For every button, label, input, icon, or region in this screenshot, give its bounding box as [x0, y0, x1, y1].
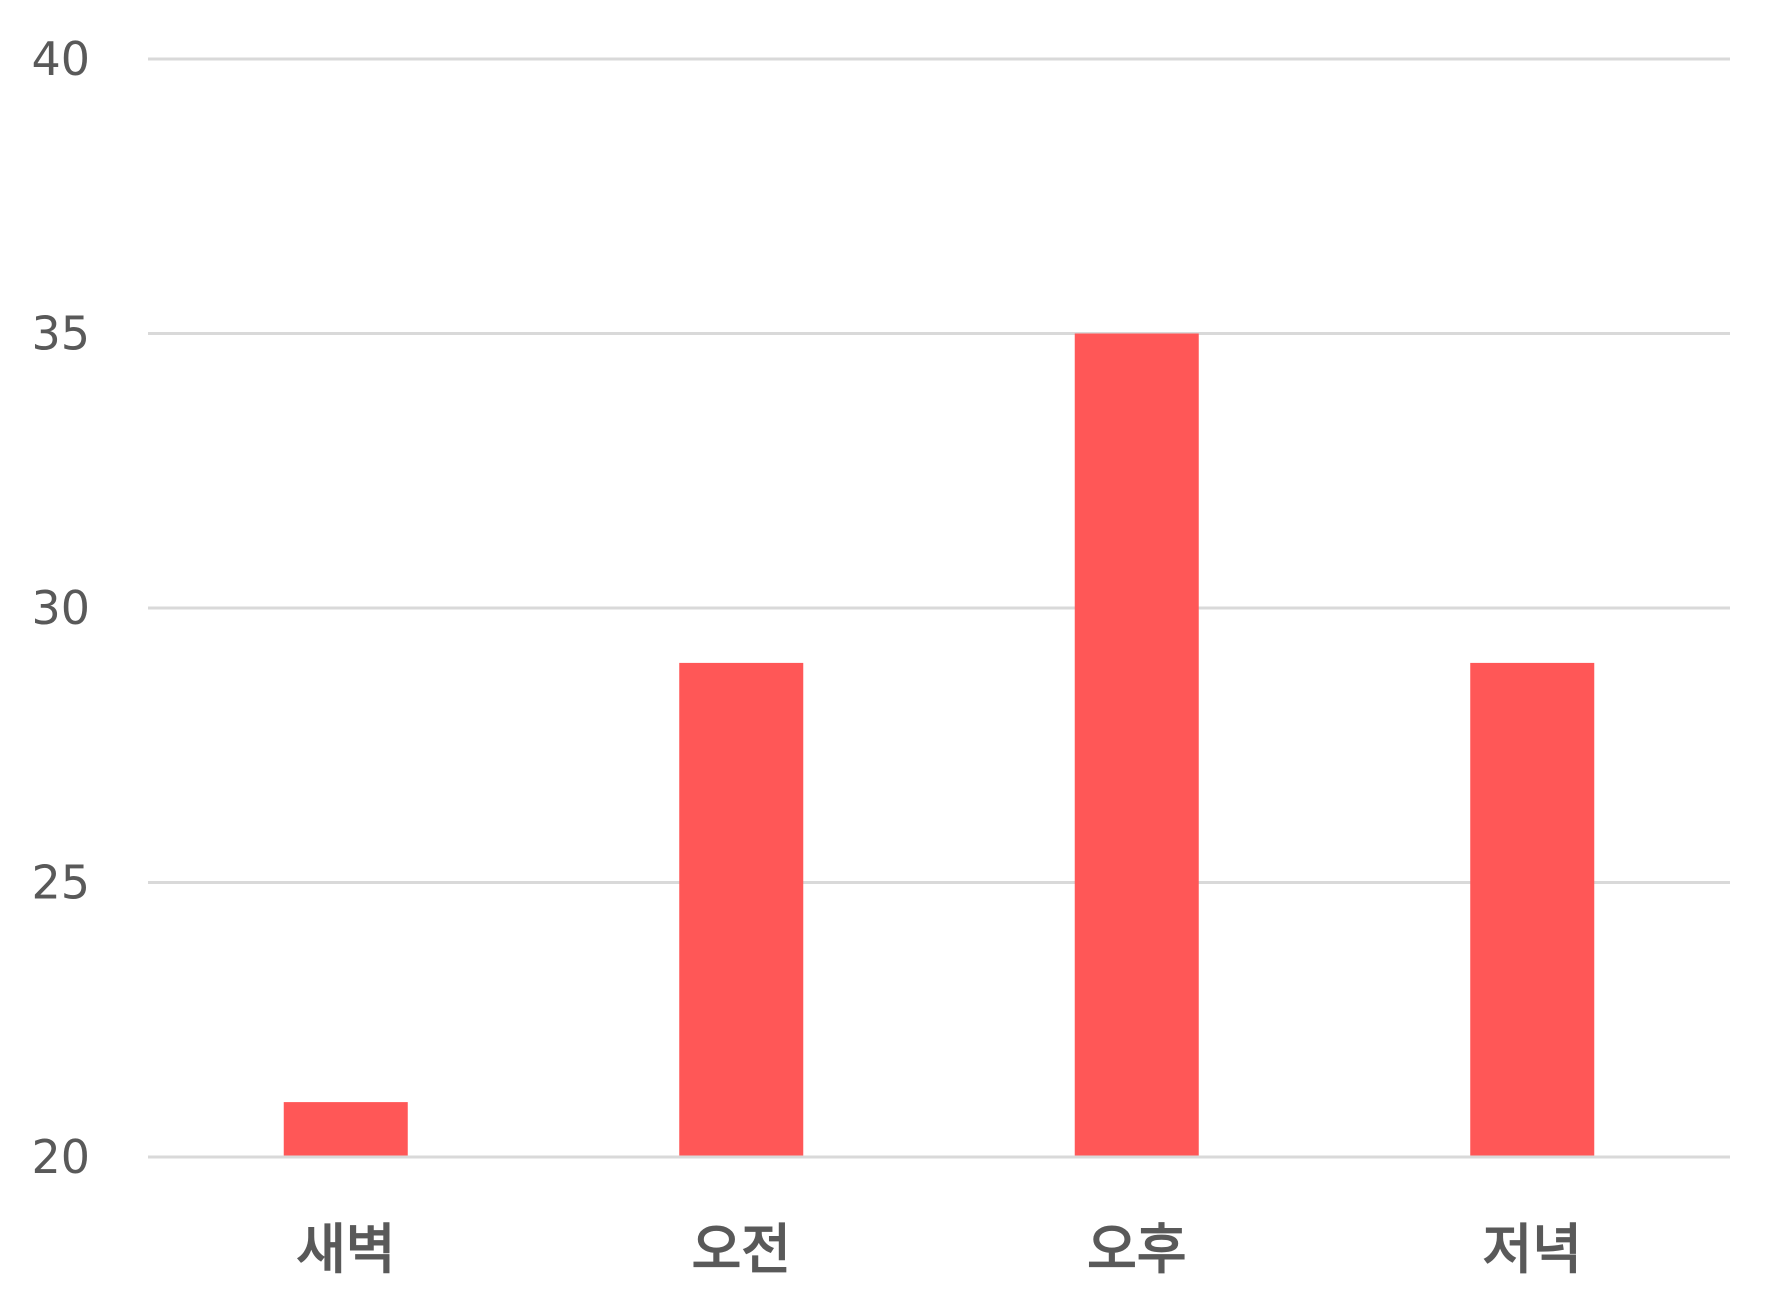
y-tick-label: 25	[31, 856, 90, 910]
x-tick-label: 오전	[692, 1218, 791, 1281]
y-tick-label: 30	[31, 581, 90, 635]
y-tick-label: 35	[31, 307, 90, 361]
bar-2	[1074, 333, 1199, 1156]
x-tick-label: 오후	[1087, 1218, 1186, 1281]
bar-3	[1470, 662, 1595, 1156]
bars	[283, 333, 1595, 1156]
y-tick-label: 40	[31, 32, 90, 86]
x-axis-tick-labels: 새벽 오전 오후 저녁	[296, 1218, 1582, 1281]
bar-0	[283, 1102, 408, 1156]
x-tick-label: 새벽	[296, 1218, 395, 1281]
y-tick-label: 20	[31, 1130, 90, 1184]
gridlines	[148, 57, 1730, 1159]
bar-1	[679, 662, 804, 1156]
y-axis-tick-labels: 20 25 30 35 40	[31, 32, 90, 1184]
x-tick-label: 저녁	[1483, 1218, 1582, 1281]
